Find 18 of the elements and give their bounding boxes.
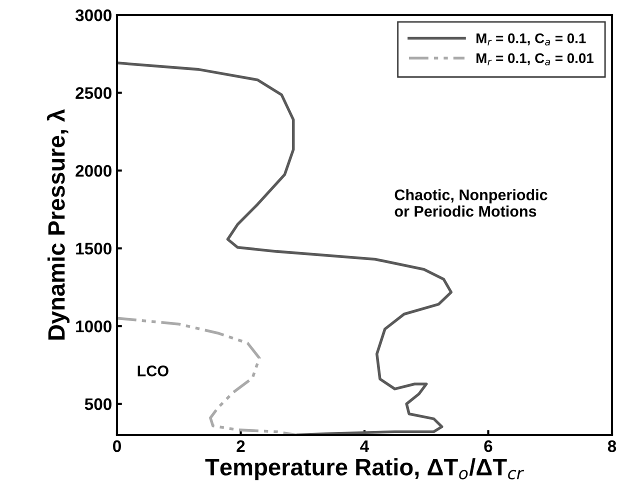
x-tick-label: 0 <box>113 440 121 452</box>
y-tick-label: 2500 <box>76 87 112 99</box>
annotation: LCO <box>138 366 168 376</box>
y-tick-label: 500 <box>84 398 112 410</box>
legend-label: M$_{r}$ = 0.1, C$_{a}$ = 0.1 <box>476 33 586 46</box>
x-axis-title: Temperature Ratio, ΔT$_{o}$/ΔT$_{cr}$ <box>205 458 524 480</box>
legend-label: M$_{r}$ = 0.1, C$_{a}$ = 0.01 <box>476 53 594 66</box>
x-tick-label: 2 <box>236 440 245 452</box>
y-tick-label: 3000 <box>75 9 112 22</box>
x-tick-label: 6 <box>484 440 492 452</box>
y-tick-label: 1000 <box>76 320 112 332</box>
line-series <box>117 316 298 435</box>
annotation: Chaotic, Nonperiodic or Periodic Motions <box>394 189 548 217</box>
x-tick-label: 4 <box>360 440 370 452</box>
y-tick-label: 1500 <box>76 242 112 255</box>
x-tick-label: 8 <box>608 440 616 452</box>
y-tick-label: 2000 <box>76 164 112 177</box>
y-axis-title: Dynamic Pressure, λ <box>46 109 70 340</box>
